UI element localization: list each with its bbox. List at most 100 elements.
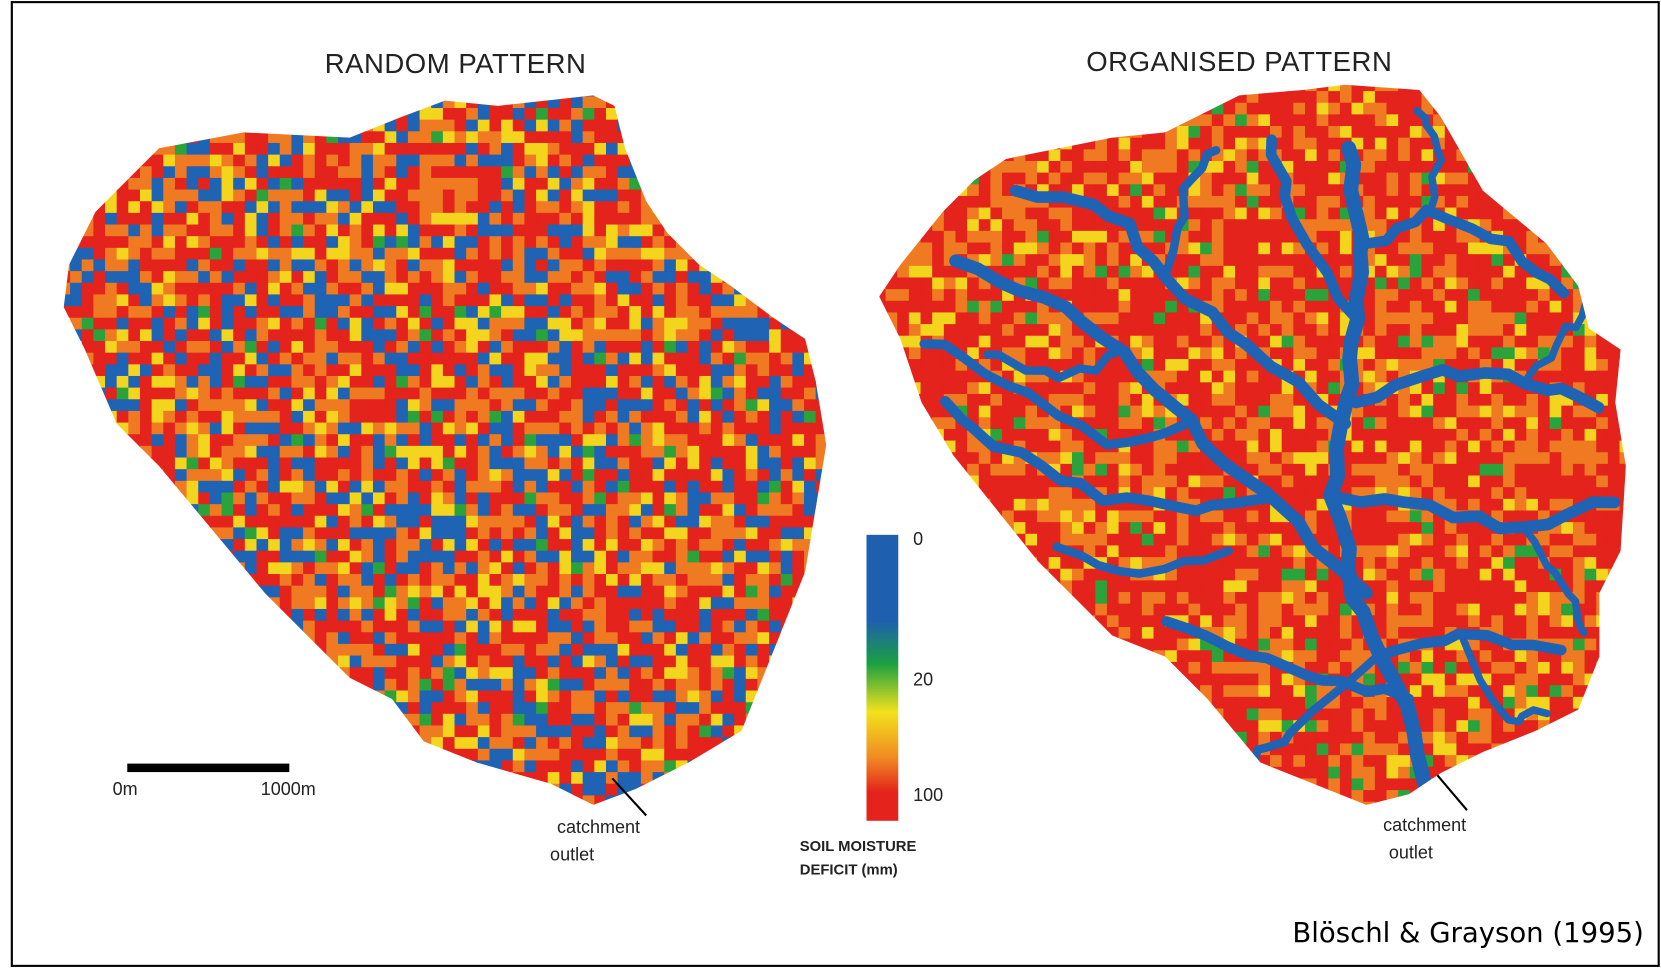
map-cell: [58, 85, 70, 97]
map-cell: [291, 691, 303, 703]
map-cell: [746, 784, 758, 796]
map-cell: [478, 795, 490, 807]
map-cell: [256, 271, 268, 283]
map-cell: [408, 679, 420, 691]
map-cell: [187, 434, 199, 446]
map-cell: [757, 562, 769, 574]
map-cell: [874, 114, 886, 126]
map-cell: [781, 737, 793, 749]
map-cell: [559, 143, 571, 155]
map-cell: [420, 539, 432, 551]
map-cell: [175, 283, 187, 295]
map-cell: [140, 259, 152, 271]
map-cell: [757, 236, 769, 248]
map-cell: [699, 120, 711, 132]
map-cell: [233, 376, 245, 388]
map-cell: [1352, 103, 1364, 115]
map-cell: [256, 399, 268, 411]
map-cell: [629, 446, 641, 458]
map-cell: [897, 126, 909, 138]
map-cell: [431, 283, 443, 295]
map-cell: [198, 702, 210, 714]
map-cell: [746, 469, 758, 481]
map-cell: [443, 551, 455, 563]
map-cell: [629, 667, 641, 679]
map-cell: [350, 108, 362, 120]
map-cell: [1596, 103, 1608, 115]
map-cell: [291, 562, 303, 574]
map-cell: [140, 434, 152, 446]
map-cell: [606, 446, 618, 458]
map-cell: [268, 714, 280, 726]
map-cell: [664, 271, 676, 283]
map-cell: [338, 178, 350, 190]
map-cell: [536, 155, 548, 167]
map-cell: [827, 527, 839, 539]
map-cell: [350, 399, 362, 411]
map-cell: [58, 259, 70, 271]
map-cell: [746, 527, 758, 539]
map-cell: [350, 283, 362, 295]
map-cell: [664, 702, 676, 714]
map-cell: [408, 632, 420, 644]
map-cell: [431, 749, 443, 761]
map-cell: [291, 143, 303, 155]
map-cell: [1456, 173, 1468, 185]
map-cell: [653, 632, 665, 644]
map-cell: [187, 376, 199, 388]
map-cell: [757, 446, 769, 458]
map-cell: [769, 190, 781, 202]
map-cell: [303, 364, 315, 376]
map-cell: [548, 481, 560, 493]
map-cell: [513, 178, 525, 190]
map-cell: [455, 667, 467, 679]
map-cell: [618, 201, 630, 213]
map-cell: [792, 446, 804, 458]
map-cell: [711, 492, 723, 504]
map-cell: [128, 353, 140, 365]
map-cell: [105, 632, 117, 644]
map-cell: [827, 656, 839, 668]
map-cell: [594, 96, 606, 108]
map-cell: [140, 679, 152, 691]
map-cell: [396, 795, 408, 807]
map-cell: [606, 120, 618, 132]
map-cell: [501, 819, 513, 831]
map-cell: [455, 644, 467, 656]
map-cell: [1421, 149, 1433, 161]
map-cell: [641, 667, 653, 679]
map-cell: [1468, 79, 1480, 91]
map-cell: [955, 196, 967, 208]
map-cell: [653, 388, 665, 400]
map-cell: [93, 784, 105, 796]
map-cell: [128, 446, 140, 458]
map-cell: [676, 259, 688, 271]
map-cell: [1538, 161, 1550, 173]
map-cell: [117, 423, 129, 435]
map-cell: [792, 702, 804, 714]
map-cell: [70, 481, 82, 493]
map-cell: [443, 621, 455, 633]
map-cell: [629, 632, 641, 644]
map-cell: [734, 702, 746, 714]
map-cell: [618, 423, 630, 435]
map-cell: [583, 469, 595, 481]
map-cell: [583, 201, 595, 213]
map-cell: [93, 621, 105, 633]
map-cell: [641, 481, 653, 493]
map-cell: [350, 225, 362, 237]
map-cell: [82, 213, 94, 225]
map-cell: [990, 114, 1002, 126]
map-cell: [641, 236, 653, 248]
map-cell: [478, 85, 490, 97]
map-cell: [676, 632, 688, 644]
map-cell: [653, 667, 665, 679]
map-cell: [653, 271, 665, 283]
map-cell: [769, 609, 781, 621]
map-cell: [757, 609, 769, 621]
map-cell: [93, 632, 105, 644]
map-cell: [711, 236, 723, 248]
map-cell: [1154, 79, 1166, 91]
map-cell: [233, 749, 245, 761]
map-cell: [921, 114, 933, 126]
